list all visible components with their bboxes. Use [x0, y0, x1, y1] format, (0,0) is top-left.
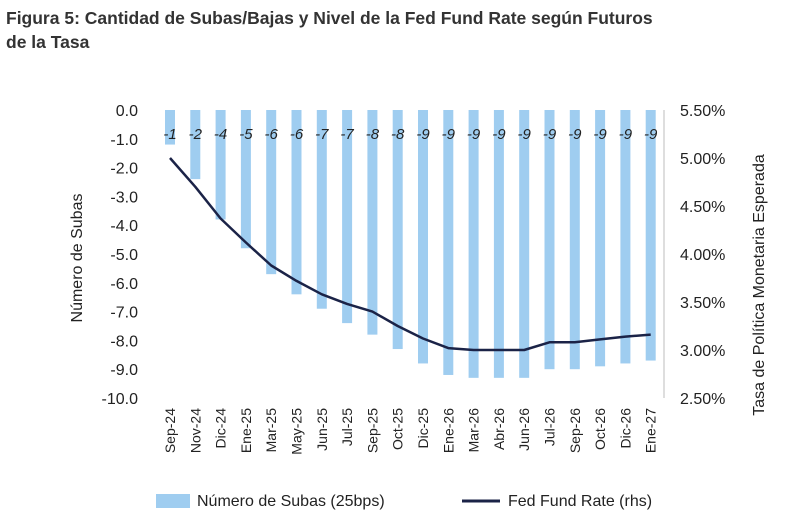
bar [165, 110, 175, 145]
bar [190, 110, 201, 180]
bar [468, 110, 479, 378]
y2-axis-label: Tasa de Política Monetaria Esperada [751, 154, 768, 416]
y-tick-label: -4.0 [110, 218, 138, 235]
bar [367, 110, 378, 335]
x-tick-label: Jul-25 [339, 408, 355, 446]
line-series [169, 157, 651, 352]
bar-value-label: -6 [265, 126, 279, 143]
bar-value-label: -9 [492, 126, 506, 143]
chart-title-line-2: de la Tasa [6, 32, 90, 52]
y2-tick-label: 5.50% [680, 103, 725, 120]
bar [291, 110, 302, 295]
x-tick-label: Jun-25 [314, 408, 330, 451]
bar [266, 110, 277, 275]
bar-value-label: -5 [239, 126, 253, 143]
bar [240, 110, 251, 249]
y2-tick-label: 3.50% [680, 295, 725, 312]
x-tick-label: Mar-26 [466, 408, 482, 453]
x-tick-label: Jul-26 [542, 408, 558, 446]
x-tick-label: Nov-24 [187, 408, 203, 453]
bar-value-label: -9 [593, 126, 607, 143]
x-tick-label: Ene-27 [643, 408, 659, 453]
x-tick-label: Oct-26 [592, 408, 608, 450]
bar [645, 110, 656, 361]
right-axis: 5.50% 5.00% 4.50% 4.00% 3.50% 3.00% 2.50% [663, 103, 725, 408]
bar-value-label: -9 [619, 126, 633, 143]
y-tick-label: -5.0 [110, 247, 138, 264]
bar [544, 110, 555, 370]
x-tick-label: Ene-25 [238, 408, 254, 453]
bar-value-label: -9 [518, 126, 532, 143]
bar-value-label: -8 [391, 126, 405, 143]
bar [620, 110, 631, 364]
y2-tick-label: 4.00% [680, 247, 725, 264]
left-axis: 0.0 -1.0 -2.0 -3.0 -4.0 -5.0 -6.0 -7.0 -8.0 -9.0 -… [102, 103, 139, 408]
y2-tick-label: 4.50% [680, 199, 725, 216]
bar [342, 110, 353, 324]
bar [443, 110, 454, 375]
y-tick-label: -10.0 [102, 391, 139, 408]
y-tick-label: -3.0 [110, 189, 138, 206]
y-tick-label: -2.0 [110, 161, 138, 178]
x-tick-label: Sep-25 [364, 408, 380, 453]
bar [569, 110, 580, 370]
bar-value-label: -7 [340, 126, 354, 143]
bar [493, 110, 504, 378]
legend: Número de Subas (25bps) Fed Fund Rate (rh… [156, 493, 652, 510]
bar-value-label: -9 [543, 126, 557, 143]
bar-value-label: -2 [189, 126, 203, 143]
bar-value-label: -9 [644, 126, 658, 143]
x-tick-label: Jun-26 [516, 408, 532, 451]
bar-value-label: -8 [366, 126, 380, 143]
legend-bar-label: Número de Subas (25bps) [197, 493, 385, 510]
bar [595, 110, 606, 367]
y2-tick-label: 2.50% [680, 391, 725, 408]
chart-title: Figura 5: Cantidad de Subas/Bajas y Nive… [6, 6, 796, 54]
x-tick-label: Mar-25 [263, 408, 279, 453]
y-tick-label: -6.0 [110, 276, 138, 293]
x-tick-label: Dic-26 [617, 408, 633, 449]
bar [392, 110, 403, 350]
y-tick-label: -9.0 [110, 362, 138, 379]
x-tick-label: Abr-26 [491, 408, 507, 450]
x-tick-label: Sep-26 [567, 408, 583, 453]
bar-value-label: -9 [442, 126, 456, 143]
bar-series [165, 110, 656, 378]
x-tick-label: Sep-24 [162, 408, 178, 453]
x-tick-label: Ene-26 [440, 408, 456, 453]
x-tick-label: May-25 [289, 408, 305, 455]
bar-value-label: -9 [467, 126, 481, 143]
bar-value-label: -6 [290, 126, 304, 143]
bar [215, 110, 226, 220]
y-axis-label: Número de Subas [69, 194, 86, 323]
bar [519, 110, 530, 378]
legend-bar-swatch [156, 494, 190, 508]
x-tick-label: Dic-25 [415, 408, 431, 449]
bar-value-label: -9 [416, 126, 430, 143]
y-tick-label: -8.0 [110, 333, 138, 350]
y2-tick-label: 3.00% [680, 343, 725, 360]
bar [418, 110, 428, 364]
y-tick-label: 0.0 [116, 103, 138, 120]
x-axis: Sep-24 Nov-24 Dic-24 Ene-25 Mar-25 May-25 Jun-… [162, 408, 659, 455]
bar-labels: -1 -2 -4 -5 -6 -6 -7 -7 -8 -8 -9 -9 -9 -9 -9 -9 -9 -9 -9 -9 [163, 126, 658, 143]
y-tick-label: -1.0 [110, 132, 138, 149]
fed-fund-rate-line [169, 157, 651, 352]
bar-value-label: -4 [214, 126, 227, 143]
legend-line-label: Fed Fund Rate (rhs) [508, 493, 652, 510]
bar-value-label: -1 [163, 126, 176, 143]
x-tick-label: Dic-24 [213, 408, 229, 449]
y-tick-label: -7.0 [110, 305, 138, 322]
chart-title-line-1: Figura 5: Cantidad de Subas/Bajas y Nive… [6, 8, 653, 28]
bar-value-label: -7 [315, 126, 329, 143]
bar [316, 110, 327, 309]
y2-tick-label: 5.00% [680, 151, 725, 168]
x-tick-label: Oct-25 [390, 408, 406, 450]
bar-value-label: -9 [568, 126, 582, 143]
